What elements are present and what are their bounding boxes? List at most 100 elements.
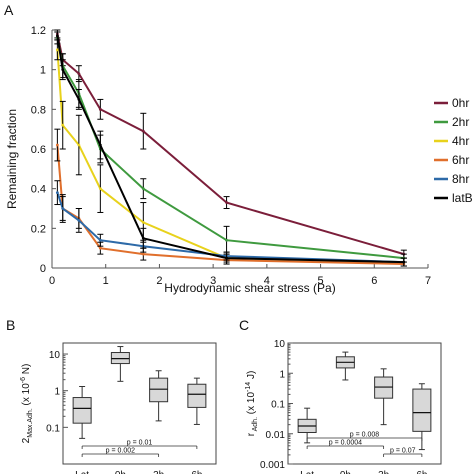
x-category-label: 3h: [378, 470, 389, 474]
y-tick-label: 0.4: [31, 184, 46, 196]
x-tick-label: 7: [425, 275, 431, 287]
significance-label: p = 0.0004: [329, 440, 362, 447]
data-point: [98, 187, 102, 191]
data-point: [61, 123, 65, 127]
series-6hr: [54, 128, 407, 267]
y-tick-label: 0: [40, 263, 46, 275]
legend-label-8hr: 8hr: [452, 172, 469, 186]
significance-label: p = 0.008: [350, 432, 379, 439]
x-category-label: 6h: [416, 470, 427, 474]
y-axis-title: 2Max.Adh. (x 10-6 N): [20, 364, 34, 444]
data-point: [98, 246, 102, 250]
x-tick-label: 6: [371, 275, 377, 287]
series-latB: [54, 31, 407, 267]
data-point: [141, 129, 145, 133]
y-tick-label: 0.8: [31, 104, 46, 116]
y-axis-title-part: Adh.: [252, 417, 259, 433]
y-axis-title-part: J): [246, 371, 257, 382]
y-axis-title-part: -6: [20, 377, 27, 383]
data-point: [225, 238, 228, 242]
data-point: [98, 238, 102, 242]
panel-c-box-plot: 0.001 0.01 0.1 1 10 Lat 0h 3h 6h p = 0.07 p = 0.00…: [245, 339, 442, 474]
panel-a-letter: A: [4, 2, 14, 18]
data-point: [141, 252, 145, 256]
significance-label: p = 0.07: [390, 448, 416, 455]
legend-label-0hr: 0hr: [452, 96, 469, 110]
box-Lat: [72, 386, 92, 439]
data-point: [77, 98, 81, 101]
series-line-4hr: [56, 49, 404, 264]
y-axis-title-part: N): [21, 364, 32, 377]
x-category-label: 3h: [153, 470, 164, 474]
y-tick-label: 1: [54, 387, 60, 398]
box-body: [412, 388, 432, 432]
box-body: [187, 383, 207, 408]
x-tick-label: 3: [210, 275, 216, 287]
data-point: [77, 143, 81, 147]
data-point: [98, 143, 102, 147]
data-point: [55, 48, 59, 52]
x-category-label: 0h: [340, 470, 351, 474]
x-category-label: 0h: [115, 470, 126, 474]
x-tick-label: 4: [264, 275, 270, 287]
y-axis-title: Remaining fraction: [5, 109, 19, 209]
y-tick-label: 0.01: [266, 430, 286, 441]
series-0hr: [54, 29, 407, 259]
y-tick-label: 0.6: [31, 144, 46, 156]
y-axis-title-part: r: [246, 432, 257, 436]
y-tick-label: 1.2: [31, 25, 46, 37]
y-tick-label: 1: [279, 369, 285, 380]
y-axis-title-part: Max.Adh.: [27, 408, 34, 438]
y-tick-label: 0.1: [46, 423, 60, 434]
y-axis-title-part: (x 10: [246, 392, 257, 417]
box-Lat: [297, 407, 317, 444]
series-line-0hr: [56, 33, 405, 256]
y-tick-label: 0.001: [260, 460, 285, 471]
data-point: [402, 260, 406, 264]
box-6h: [412, 383, 432, 451]
x-category-label: Lat: [300, 470, 314, 474]
data-point: [61, 207, 65, 210]
data-point: [55, 191, 59, 195]
significance-label: p = 0.01: [127, 440, 153, 447]
box-0h: [335, 351, 355, 381]
data-point: [141, 187, 145, 191]
data-point: [77, 72, 81, 76]
panel-a-line-chart: 0 0.2 0.4 0.6 0.8 1 1.2 0 1 2 3 4 5 6 7 Hydrodynamic sh…: [5, 25, 473, 295]
legend-label-6hr: 6hr: [452, 153, 469, 167]
legend-label-2hr: 2hr: [452, 115, 469, 129]
box-3h: [149, 370, 169, 422]
x-category-label: Lat: [75, 470, 89, 474]
data-point: [141, 236, 145, 240]
y-axis-title-part: -14: [245, 382, 252, 392]
plot-frame: [62, 342, 217, 465]
series-line-latB: [56, 35, 404, 264]
series-line-2hr: [56, 37, 404, 260]
data-point: [225, 201, 228, 204]
data-point: [225, 256, 228, 260]
series-2hr: [54, 31, 407, 263]
data-point: [77, 219, 81, 222]
y-tick-label: 10: [274, 339, 286, 350]
x-tick-label: 0: [49, 275, 55, 287]
significance-label: p = 0.002: [106, 448, 135, 455]
box-body: [149, 377, 169, 403]
box-6h: [187, 377, 207, 425]
x-tick-label: 2: [156, 275, 162, 287]
series-4hr: [54, 39, 407, 267]
y-tick-label: 0.2: [31, 223, 46, 235]
y-tick-label: 10: [49, 350, 61, 361]
y-axis-title: r Adh. (x 10-14 J): [245, 371, 259, 437]
box-3h: [374, 368, 394, 426]
legend-label-4hr: 4hr: [452, 134, 469, 148]
box-body: [72, 397, 92, 424]
x-axis-title: Hydrodynamic shear stress (Pa): [164, 281, 335, 295]
panel-c-letter: C: [239, 317, 249, 333]
x-tick-label: 1: [103, 275, 109, 287]
data-point: [61, 68, 65, 72]
y-axis-title-part: (x 10: [21, 383, 32, 408]
data-point: [98, 107, 102, 111]
y-tick-label: 0.1: [271, 400, 285, 411]
